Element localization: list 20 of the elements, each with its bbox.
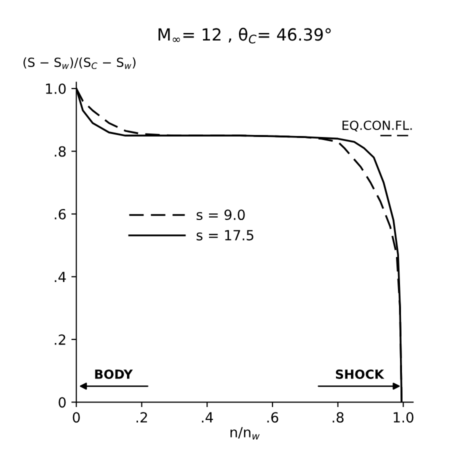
chart-title: M$_{∞}$= 12 , θ$_{C}$= 46.39° <box>158 28 331 44</box>
x-tick-label: 0 <box>72 412 80 423</box>
x-tick-label: 1.0 <box>394 412 414 423</box>
x-tick-label: .6 <box>267 412 278 423</box>
y-axis-title: (S − S$_{w}$)/(S$_{C}$ − S$_{w}$) <box>24 57 136 70</box>
y-tick-label: .4 <box>54 272 66 282</box>
y-tick-label: 1.0 <box>46 84 66 94</box>
y-tick-label: .8 <box>54 146 66 157</box>
y-tick-label: .2 <box>54 334 66 345</box>
legend-label: s = 9.0 <box>196 210 245 220</box>
ref-line-label: EQ.CON.FL. <box>342 120 412 132</box>
x-tick-label: .4 <box>202 412 213 422</box>
annotation: SHOCK <box>336 369 384 379</box>
x-tick-label: .2 <box>136 412 147 422</box>
x-axis-title: n/n$_{w}$ <box>230 427 260 440</box>
x-tick-label: .8 <box>332 412 344 423</box>
y-tick-label: .6 <box>54 208 66 220</box>
legend-label: s = 17.5 <box>196 230 254 240</box>
y-tick-label: 0 <box>58 397 66 408</box>
annotation: BODY <box>95 369 133 379</box>
